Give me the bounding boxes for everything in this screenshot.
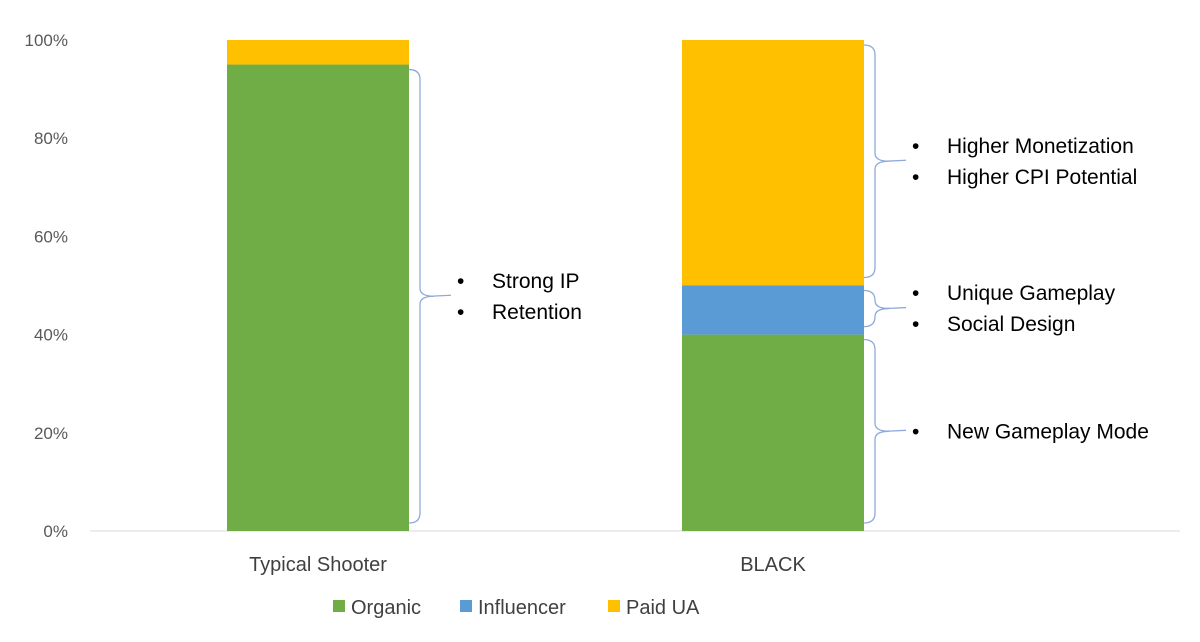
legend: Organic Influencer Paid UA bbox=[333, 597, 700, 619]
annotation-bullet-text: New Gameplay Mode bbox=[947, 420, 1149, 443]
annotation-bullet-text: Strong IP bbox=[492, 270, 580, 293]
legend-label: Paid UA bbox=[626, 597, 700, 619]
annotation-connector bbox=[429, 294, 452, 297]
annotation-bullet-dot: • bbox=[912, 166, 919, 189]
legend-swatch bbox=[333, 600, 345, 612]
y-tick-label: 80% bbox=[34, 129, 68, 148]
annotation-bullet-dot: • bbox=[457, 270, 464, 293]
annotation-connector bbox=[884, 306, 907, 310]
y-tick-label: 60% bbox=[34, 227, 68, 246]
x-category-label: BLACK bbox=[740, 554, 806, 576]
annotation-bullet-text: Social Design bbox=[947, 313, 1075, 336]
x-category-label: Typical Shooter bbox=[249, 554, 387, 576]
bar-segment-organic bbox=[682, 334, 864, 531]
legend-swatch bbox=[460, 600, 472, 612]
legend-swatch bbox=[608, 600, 620, 612]
annotation-brace bbox=[863, 289, 890, 328]
annotation-brace bbox=[863, 338, 890, 524]
annotation-connector bbox=[884, 429, 907, 432]
x-axis-categories: Typical Shooter BLACK bbox=[249, 554, 806, 576]
bar-segment-paid-ua bbox=[227, 40, 409, 65]
annotation-bullet-text: Unique Gameplay bbox=[947, 282, 1116, 305]
annotation-bullet-text: Higher Monetization bbox=[947, 135, 1134, 158]
annotation-braces: • Strong IP • Retention • Higher Monetization… bbox=[408, 44, 1149, 524]
bar-segment-paid-ua bbox=[682, 40, 864, 286]
annotation-bullet-text: Retention bbox=[492, 301, 582, 324]
y-tick-label: 20% bbox=[34, 424, 68, 443]
annotation-connector bbox=[884, 159, 907, 162]
legend-label: Organic bbox=[351, 597, 421, 619]
y-axis-ticks: 0% 20% 40% 60% 80% 100% bbox=[25, 31, 68, 541]
annotation-brace bbox=[408, 68, 435, 524]
annotation-bullet-dot: • bbox=[912, 282, 919, 305]
y-tick-label: 0% bbox=[43, 522, 68, 541]
y-tick-label: 40% bbox=[34, 326, 68, 345]
annotation-bullet-dot: • bbox=[912, 313, 919, 336]
bar-segment-organic bbox=[227, 64, 409, 532]
annotation-bullet-text: Higher CPI Potential bbox=[947, 166, 1137, 189]
bars bbox=[227, 40, 864, 532]
annotation-brace bbox=[863, 44, 890, 279]
annotation-bullet-dot: • bbox=[912, 420, 919, 443]
bar-segment-influencer bbox=[682, 285, 864, 335]
annotation-bullet-dot: • bbox=[457, 301, 464, 324]
annotation-bullet-dot: • bbox=[912, 135, 919, 158]
y-tick-label: 100% bbox=[25, 31, 68, 50]
legend-label: Influencer bbox=[478, 597, 566, 619]
